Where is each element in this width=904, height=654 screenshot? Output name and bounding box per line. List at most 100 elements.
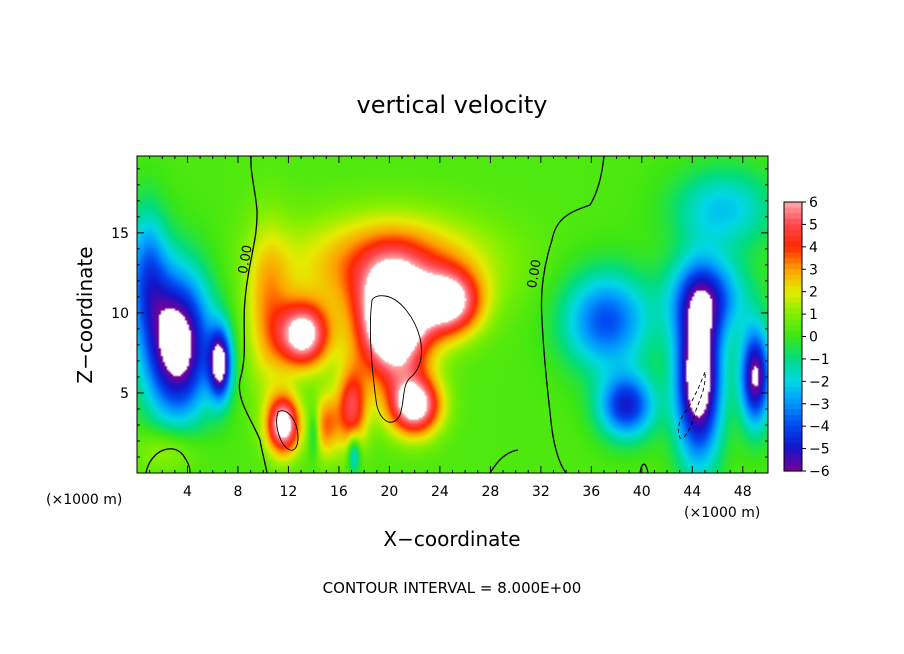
updraft-small-contour — [276, 410, 299, 451]
colorbar-swatch — [784, 202, 802, 209]
colorbar-swatch — [784, 414, 802, 422]
plot-area: 0.00 0.00 — [137, 156, 768, 473]
colorbar-swatch — [784, 437, 802, 444]
x-unit-label-left: (×1000 m) — [46, 492, 122, 508]
colorbar-swatch — [784, 241, 802, 248]
contour-label-1: 0.00 — [525, 258, 545, 289]
colorbar-label-11: −5 — [809, 442, 830, 458]
colorbar-swatch — [784, 442, 802, 450]
downdraft-dashed-contour — [677, 371, 706, 439]
colorbar-swatch — [784, 403, 802, 410]
colorbar-swatch — [784, 302, 802, 310]
colorbar-swatch — [784, 263, 802, 270]
x-tick-label-10: 44 — [683, 484, 701, 500]
zero-contour-bottom-right — [489, 449, 519, 473]
x-tick-label-7: 32 — [532, 484, 550, 500]
colorbar-swatch — [784, 291, 802, 298]
colorbar-swatch — [784, 465, 802, 472]
colorbar-swatch — [784, 308, 802, 315]
colorbar-swatch — [784, 386, 802, 394]
colorbar-swatch — [784, 297, 802, 304]
colorbar-label-10: −4 — [809, 419, 830, 435]
colorbar-label-8: −2 — [809, 374, 830, 390]
colorbar-swatch — [784, 230, 802, 237]
colorbar-swatch — [784, 448, 802, 455]
x-tick-label-3: 16 — [330, 484, 348, 500]
colorbar-label-3: 3 — [809, 262, 818, 278]
colorbar-swatch — [784, 252, 802, 259]
colorbar-label-1: 5 — [809, 217, 818, 233]
colorbar-swatch — [784, 286, 802, 293]
contour-interval-note: CONTOUR INTERVAL = 8.000E+00 — [323, 579, 582, 597]
colorbar-swatch — [784, 224, 802, 231]
y-axis: 5 10 15 — [111, 168, 768, 458]
colorbar-swatch — [784, 235, 802, 242]
colorbar-swatch — [784, 420, 802, 427]
zero-contour-bottom-left — [145, 448, 191, 473]
colorbar-swatch — [784, 269, 802, 276]
contour-label-0: 0.00 — [236, 244, 256, 275]
colorbar-swatch — [784, 347, 802, 354]
x-axis: 4 8 12 16 20 24 28 32 36 40 44 48 — [149, 156, 756, 500]
colorbar-swatch — [784, 459, 802, 466]
colorbar-swatch — [784, 280, 802, 287]
colorbar-swatch — [784, 213, 802, 220]
colorbar-swatch — [784, 375, 802, 382]
colorbar-label-2: 4 — [809, 240, 818, 256]
colorbar-swatch — [784, 431, 802, 438]
colorbar-swatch — [784, 409, 802, 416]
colorbar-swatch — [784, 319, 802, 326]
colorbar-swatch — [784, 392, 802, 399]
x-tick-label-5: 24 — [431, 484, 449, 500]
zero-contour-right — [540, 156, 605, 473]
x-tick-label-4: 20 — [380, 484, 398, 500]
colorbar-swatch — [784, 342, 802, 349]
large-value-contours — [276, 295, 706, 451]
y-tick-label-0: 5 — [120, 386, 129, 402]
x-tick-label-11: 48 — [734, 484, 752, 500]
colorbar-swatch — [784, 314, 802, 321]
colorbar-swatch — [784, 246, 802, 254]
colorbar-label-7: −1 — [809, 352, 830, 368]
zero-contour-bottom-mid — [639, 463, 649, 473]
colorbar-swatch — [784, 454, 802, 461]
colorbar-swatch — [784, 218, 802, 226]
colorbar-swatch — [784, 358, 802, 366]
colorbar-swatch — [784, 381, 802, 388]
colorbar-label-0: 6 — [809, 195, 818, 211]
colorbar-label-9: −3 — [809, 397, 830, 413]
x-tick-label-8: 36 — [582, 484, 600, 500]
colorbar-label-6: 0 — [809, 330, 818, 346]
x-tick-label-9: 40 — [633, 484, 651, 500]
colorbar-label-12: −6 — [809, 464, 830, 480]
chart-title: vertical velocity — [357, 91, 548, 119]
zero-contours — [145, 156, 649, 473]
velocity-field-image — [137, 156, 768, 473]
y-tick-label-1: 10 — [111, 306, 129, 322]
colorbar-swatch — [784, 398, 802, 405]
colorbar-swatch — [784, 330, 802, 338]
colorbar-swatch — [784, 426, 802, 433]
x-tick-label-1: 8 — [233, 484, 242, 500]
colorbar-label-4: 2 — [809, 285, 818, 301]
colorbar-swatch — [784, 325, 802, 332]
colorbar: 6 5 4 3 2 1 0 −1 −2 −3 −4 −5 −6 — [783, 195, 830, 480]
x-tick-label-0: 4 — [183, 484, 192, 500]
y-tick-label-2: 15 — [111, 226, 129, 242]
y-axis-label: Z−coordinate — [73, 246, 97, 383]
colorbar-label-5: 1 — [809, 307, 818, 323]
updraft-core-contour — [369, 295, 422, 423]
x-tick-label-2: 12 — [280, 484, 298, 500]
colorbar-swatch — [784, 336, 802, 343]
x-axis-label: X−coordinate — [383, 527, 520, 551]
zero-contour-left — [238, 156, 268, 473]
x-tick-label-6: 28 — [481, 484, 499, 500]
x-unit-label-right: (×1000 m) — [684, 505, 760, 521]
colorbar-swatch — [784, 258, 802, 265]
colorbar-swatch — [784, 274, 802, 282]
colorbar-swatch — [784, 364, 802, 371]
colorbar-swatch — [784, 207, 802, 214]
colorbar-swatch — [784, 370, 802, 377]
colorbar-swatch — [784, 353, 802, 360]
